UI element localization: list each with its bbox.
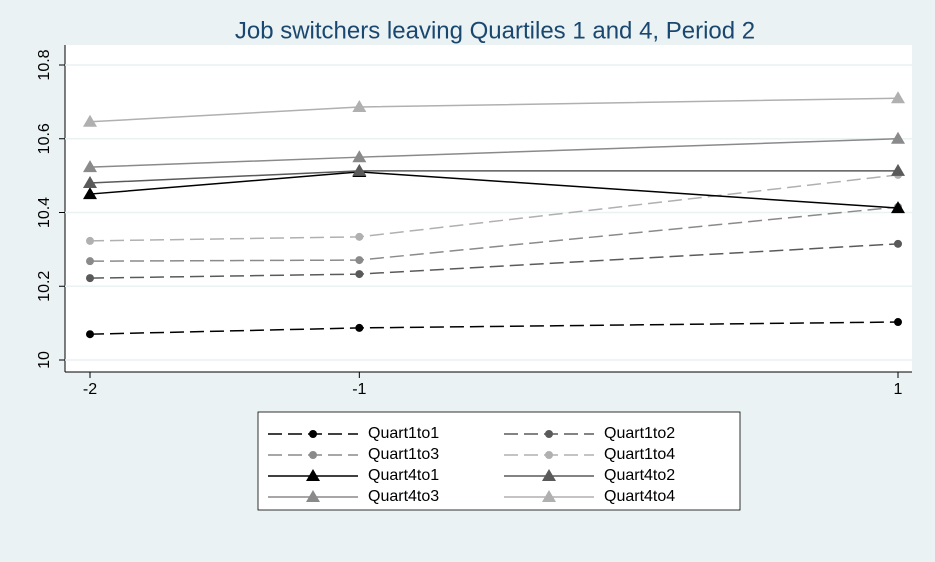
data-point — [355, 256, 364, 265]
legend-marker — [542, 490, 556, 502]
data-point — [894, 318, 902, 327]
data-point — [352, 163, 367, 176]
x-tick-label: 1 — [894, 381, 903, 398]
legend-label: Quart1to3 — [368, 446, 439, 463]
legend-marker — [309, 451, 317, 459]
legend-label: Quart1to4 — [604, 446, 675, 463]
data-point — [891, 91, 905, 104]
y-tick-label: 10.8 — [36, 49, 53, 80]
data-point — [352, 100, 367, 113]
data-point — [86, 274, 94, 283]
legend-marker — [542, 469, 556, 481]
data-point — [355, 232, 364, 241]
legend-label: Quart4to2 — [604, 467, 675, 484]
data-point — [891, 131, 905, 144]
legend-marker — [545, 451, 553, 459]
data-point — [352, 150, 367, 163]
legend-label: Quart1to1 — [368, 425, 439, 442]
data-point — [894, 239, 902, 248]
legend-marker — [309, 430, 317, 438]
legend-marker — [306, 490, 320, 502]
x-tick-label: -1 — [352, 381, 366, 398]
y-tick-label: 10.2 — [36, 271, 53, 302]
data-point — [83, 114, 97, 127]
plot-area — [65, 45, 912, 372]
legend-label: Quart4to3 — [368, 488, 439, 505]
y-tick-label: 10.4 — [36, 197, 53, 228]
legend-marker — [545, 430, 553, 438]
chart-title: Job switchers leaving Quartiles 1 and 4,… — [235, 17, 755, 44]
data-point — [891, 163, 905, 176]
data-point — [83, 187, 97, 200]
y-tick-label: 10 — [36, 351, 53, 369]
data-point — [891, 201, 905, 214]
legend-marker — [306, 469, 320, 481]
data-point — [86, 236, 94, 245]
data-point — [355, 270, 364, 279]
data-point — [355, 323, 364, 332]
legend — [257, 411, 741, 511]
x-tick-label: -2 — [83, 381, 97, 398]
data-point — [83, 160, 97, 173]
data-point — [83, 176, 97, 188]
legend-label: Quart4to1 — [368, 467, 439, 484]
y-tick-label: 10.6 — [36, 123, 53, 154]
legend-label: Quart4to4 — [604, 488, 675, 505]
data-point — [86, 330, 94, 339]
data-point — [86, 257, 94, 266]
legend-label: Quart1to2 — [604, 425, 675, 442]
